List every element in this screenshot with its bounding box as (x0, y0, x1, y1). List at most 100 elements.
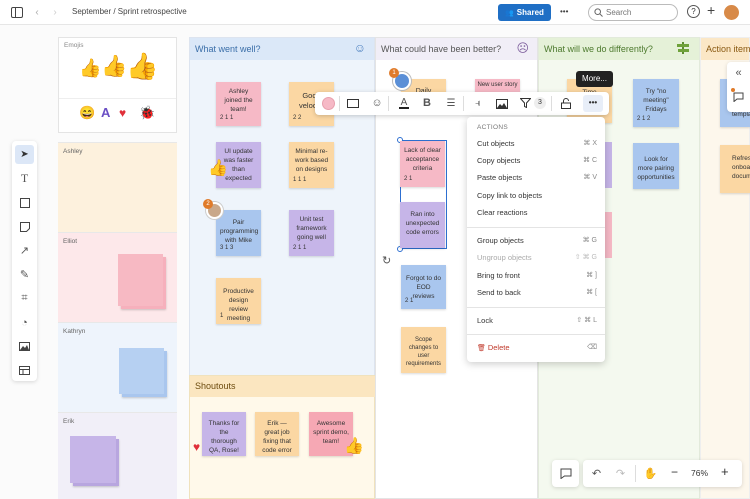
zoom-in-button[interactable]: + (721, 464, 729, 479)
align-icon[interactable]: ⫣ (475, 97, 481, 109)
zoom-out-button[interactable]: − (671, 465, 679, 479)
comment-button[interactable] (552, 460, 579, 487)
menu-item-shortcut: ⌫ (587, 344, 597, 351)
filter-icon[interactable] (518, 96, 532, 110)
divider (339, 96, 340, 111)
smiley-icon[interactable]: 😄 (79, 105, 96, 120)
sticky-note[interactable]: Minimal re-work based on designs 1 1 1 (289, 142, 334, 188)
rectangle-tool-icon[interactable] (15, 193, 34, 212)
reaction-counts[interactable]: 3 1 3 (220, 245, 234, 251)
lock-icon[interactable] (559, 96, 573, 110)
add-icon[interactable]: + (707, 2, 716, 18)
signpost-icon (677, 42, 689, 54)
sticky-note[interactable]: Try "no meeting" Fridays 2 1 2 (633, 79, 679, 127)
sticky-note[interactable]: Pair programming with Mike 3 1 3 (216, 210, 261, 256)
sticky-stack[interactable] (119, 348, 164, 394)
menu-item-send-to-back[interactable]: Send to back ⌘ [ (477, 288, 597, 300)
bug-icon[interactable]: 🐞 (139, 105, 156, 120)
palette-icon[interactable]: ◔ (21, 316, 28, 329)
heart-icon[interactable]: ♥ (119, 106, 127, 120)
sticky-note[interactable]: Refresh onboarding documents (720, 145, 750, 193)
image-tool-icon[interactable] (15, 337, 34, 356)
text-tool-icon[interactable]: T (20, 171, 29, 185)
more-actions-button[interactable]: ••• (583, 95, 603, 112)
letter-a-icon[interactable]: A (101, 105, 111, 120)
zoom-level[interactable]: 76% (691, 468, 709, 478)
column-header: What could have been better? ☹ (376, 38, 537, 60)
collapse-panel-icon[interactable]: « (735, 66, 742, 79)
more-options-button[interactable]: ••• (560, 7, 569, 16)
sidebar-toggle-icon[interactable] (10, 6, 24, 19)
bold-icon[interactable]: B (423, 97, 431, 109)
frame-tool-icon[interactable]: ⌗ (21, 292, 28, 304)
menu-item-lock[interactable]: Lock ⇧ ⌘ L (477, 316, 597, 328)
comment-icon[interactable] (732, 90, 745, 103)
bullet-list-icon[interactable]: ☰ (446, 97, 456, 109)
sticky-note[interactable]: UI update was faster than expected (216, 142, 261, 188)
reaction-counts[interactable]: 2 1 (405, 298, 414, 304)
reaction-counts[interactable]: 2 1 2 (637, 116, 651, 122)
table-tool-icon[interactable] (15, 361, 34, 380)
sticky-note[interactable]: Awesome sprint demo, team! (309, 412, 353, 456)
share-button[interactable]: 👥 Shared (498, 4, 551, 21)
reaction-counts[interactable]: 2 1 1 (293, 245, 307, 251)
line-tool-icon[interactable]: ↗ (19, 245, 30, 257)
menu-item-label: Copy objects (477, 156, 521, 165)
sticky-note[interactable]: Erik — great job fixing that code error (255, 412, 299, 456)
menu-item-delete[interactable]: 🗑 Delete ⌫ (477, 343, 597, 355)
sticky-note[interactable]: New user story (475, 79, 520, 93)
sticky-stack[interactable] (70, 436, 116, 483)
divider (388, 96, 389, 111)
forward-arrow-icon[interactable]: › (53, 7, 57, 18)
sticky-note[interactable]: Ashley joined the team! 2 1 1 (216, 82, 261, 126)
menu-item-copy[interactable]: Copy objects ⌘ C (477, 156, 597, 168)
undo-icon[interactable]: ↶ (591, 468, 602, 480)
pen-tool-icon[interactable]: ✎ (19, 269, 30, 281)
reaction-counts[interactable]: 2 1 1 (220, 115, 234, 121)
sticky-note[interactable]: Lack of clear acceptance criteria 2 1 (400, 141, 445, 187)
menu-item-ungroup[interactable]: Ungroup objects ⇧ ⌘ G (477, 253, 597, 265)
menu-item-clear-reactions[interactable]: Clear reactions (477, 208, 597, 220)
sticky-note-tool-icon[interactable] (15, 217, 34, 236)
sticky-note[interactable]: Scope changes to user requirements (401, 327, 446, 373)
menu-item-group[interactable]: Group objects ⌘ G (477, 236, 597, 248)
avatar[interactable] (724, 5, 739, 20)
image-icon[interactable] (495, 97, 509, 110)
shape-icon[interactable] (346, 97, 360, 110)
menu-item-bring-to-front[interactable]: Bring to front ⌘ ] (477, 271, 597, 283)
sticky-text: Daily (405, 87, 442, 96)
sticky-note[interactable]: Thanks for the thorough QA, Rose! (202, 412, 246, 456)
thumbs-up-icon-medium[interactable]: 👍 (101, 55, 128, 78)
reaction-counts[interactable]: 2 2 (293, 115, 302, 121)
breadcrumb[interactable]: September / Sprint retrospective (72, 7, 187, 16)
thumbs-up-icon-large[interactable]: 👍 (126, 51, 159, 81)
search-input[interactable] (606, 7, 672, 18)
emoji-reaction-icon[interactable]: ☺ (371, 97, 383, 109)
menu-item-copy-link[interactable]: Copy link to objects (477, 191, 597, 203)
menu-item-cut[interactable]: Cut objects ⌘ X (477, 139, 597, 151)
menu-item-paste[interactable]: Paste objects ⌘ V (477, 173, 597, 185)
sticky-note[interactable]: Good velocity 2 2 (289, 82, 334, 126)
sticky-stack[interactable] (118, 254, 163, 306)
reaction-counts[interactable]: 2 1 (404, 176, 413, 182)
reaction-counts[interactable]: 1 (220, 313, 224, 319)
rotate-icon[interactable]: ↻ (382, 255, 392, 267)
sticky-note[interactable]: Productive design review meeting 1 (216, 278, 261, 324)
reaction-counts[interactable]: 1 1 1 (293, 177, 307, 183)
redo-icon[interactable]: ↷ (615, 468, 626, 480)
help-icon[interactable]: ? (687, 5, 700, 18)
back-arrow-icon[interactable]: ‹ (35, 7, 39, 18)
sticky-text: Try "no meeting" Fridays (643, 88, 669, 113)
share-label: Shared (516, 8, 544, 17)
color-picker-button[interactable] (322, 97, 335, 110)
sticky-note[interactable]: Look for more pairing opportunities (633, 143, 679, 189)
hand-pan-icon[interactable]: ✋ (643, 468, 658, 480)
selection-box[interactable] (400, 140, 447, 249)
sticky-note[interactable]: Forgot to do EOD reviews 2 1 (401, 265, 446, 309)
select-pointer-icon[interactable]: ➤ (15, 145, 34, 164)
sticky-note[interactable]: Unit test framework going well 2 1 1 (289, 210, 334, 256)
sticky-note[interactable]: Ran into unexpected code errors (400, 202, 445, 248)
thumbs-up-icon[interactable]: 👍 (79, 58, 102, 78)
search-box[interactable] (588, 4, 678, 21)
text-color-icon[interactable]: A (399, 97, 409, 109)
